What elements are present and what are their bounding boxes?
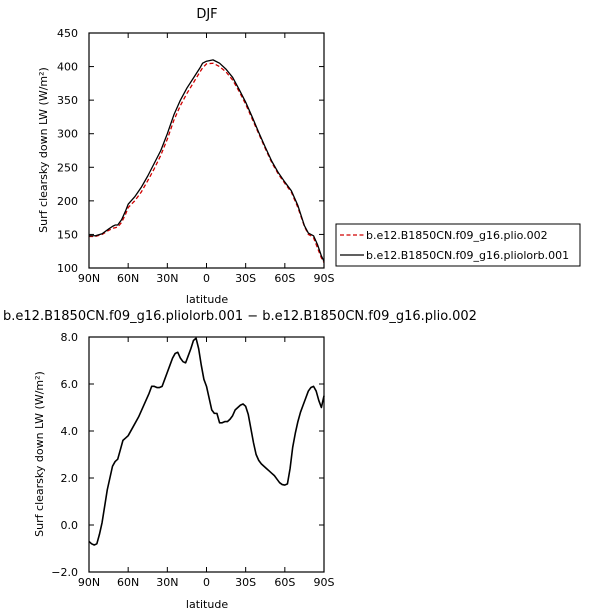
y-tick-label: 150 — [57, 228, 78, 241]
top-panel: DJF 90N 60N 30N 0 30S 60S 90S 100 150 200 250 300 35… — [37, 7, 335, 306]
bottom-axis-ticks: 90N 60N 30N 0 30S 60S 90S −2.0 0.0 2.0 4.0 6.0 8.0 — [51, 331, 334, 589]
legend-label-pliolorb-001: b.e12.B1850CN.f09_g16.pliolorb.001 — [366, 249, 569, 262]
y-tick-label: 450 — [57, 27, 78, 40]
x-tick-label: 60N — [117, 272, 139, 285]
top-x-axis-label: latitude — [186, 293, 228, 306]
y-tick-label: −2.0 — [51, 566, 78, 579]
x-tick-label: 0 — [203, 272, 210, 285]
x-tick-label: 0 — [203, 576, 210, 589]
x-tick-label: 90S — [314, 576, 335, 589]
bottom-y-axis-label: Surf clearsky down LW (W/m²) — [33, 371, 46, 537]
y-tick-label: 8.0 — [61, 331, 79, 344]
bottom-chart-marks — [88, 337, 325, 546]
bottom-plot-frame — [88, 336, 325, 573]
top-chart-title: DJF — [196, 7, 217, 22]
y-tick-label: 300 — [57, 128, 78, 141]
y-tick-label: 200 — [57, 195, 78, 208]
y-tick-label: 250 — [57, 161, 78, 174]
x-tick-label: 60N — [117, 576, 139, 589]
y-tick-label: 6.0 — [61, 378, 79, 391]
x-tick-label: 30N — [156, 576, 178, 589]
y-tick-label: 0.0 — [61, 519, 79, 532]
x-tick-label: 60S — [274, 272, 295, 285]
series-line-0-1 — [89, 59, 325, 262]
x-tick-label: 30S — [235, 576, 256, 589]
x-tick-label: 90N — [78, 576, 100, 589]
x-tick-label: 90S — [314, 272, 335, 285]
x-tick-label: 30S — [235, 272, 256, 285]
bottom-x-axis-label: latitude — [186, 598, 228, 611]
y-tick-label: 4.0 — [61, 425, 79, 438]
y-tick-label: 350 — [57, 94, 78, 107]
y-tick-label: 100 — [57, 262, 78, 275]
top-y-axis-label: Surf clearsky down LW (W/m²) — [37, 67, 50, 233]
y-tick-label: 2.0 — [61, 472, 79, 485]
top-chart-marks — [89, 59, 325, 263]
legend: b.e12.B1850CN.f09_g16.plio.002 b.e12.B18… — [335, 223, 581, 267]
y-tick-label: 400 — [57, 61, 78, 74]
legend-box — [335, 223, 581, 267]
series-line-0-0 — [89, 62, 325, 263]
bottom-chart-title: b.e12.B1850CN.f09_g16.pliolorb.001 − b.e… — [3, 309, 477, 324]
x-tick-label: 90N — [78, 272, 100, 285]
legend-label-plio-002: b.e12.B1850CN.f09_g16.plio.002 — [366, 229, 548, 242]
x-tick-label: 60S — [274, 576, 295, 589]
bottom-panel: b.e12.B1850CN.f09_g16.pliolorb.001 − b.e… — [3, 309, 477, 611]
series-line-1-0 — [88, 337, 325, 546]
top-plot-frame — [88, 32, 325, 269]
top-axis-ticks: 90N 60N 30N 0 30S 60S 90S 100 150 200 250 300 350 400… — [57, 27, 335, 285]
x-tick-label: 30N — [156, 272, 178, 285]
